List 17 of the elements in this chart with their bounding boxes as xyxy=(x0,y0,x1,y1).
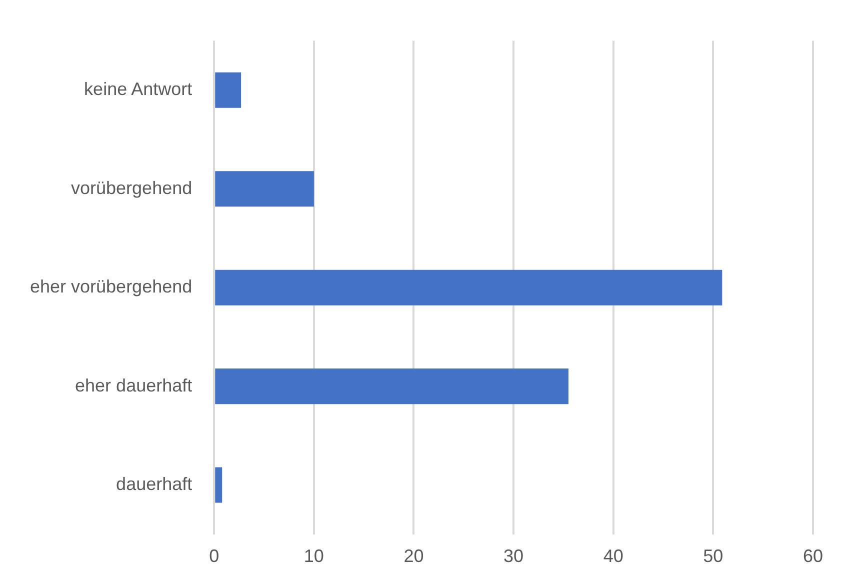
x-tick-label: 60 xyxy=(802,546,824,566)
x-tick-label: 20 xyxy=(404,546,424,566)
bar xyxy=(215,270,722,306)
bar xyxy=(215,368,568,404)
y-tick-label: eher dauerhaft xyxy=(75,375,192,396)
y-tick-label: eher vorübergehend xyxy=(30,276,192,297)
x-tick-label: 30 xyxy=(504,546,524,566)
x-tick-label: 10 xyxy=(304,546,324,566)
x-tick-label: 0 xyxy=(209,546,220,566)
bar xyxy=(215,72,242,108)
y-tick-label: vorübergehend xyxy=(71,178,192,198)
y-tick-label: dauerhaft xyxy=(116,474,192,494)
y-tick-label: keine Antwort xyxy=(84,79,192,100)
x-tick-label: 40 xyxy=(603,546,624,566)
bar xyxy=(215,467,222,503)
x-tick-label: 50 xyxy=(703,546,724,566)
bar xyxy=(215,171,314,207)
